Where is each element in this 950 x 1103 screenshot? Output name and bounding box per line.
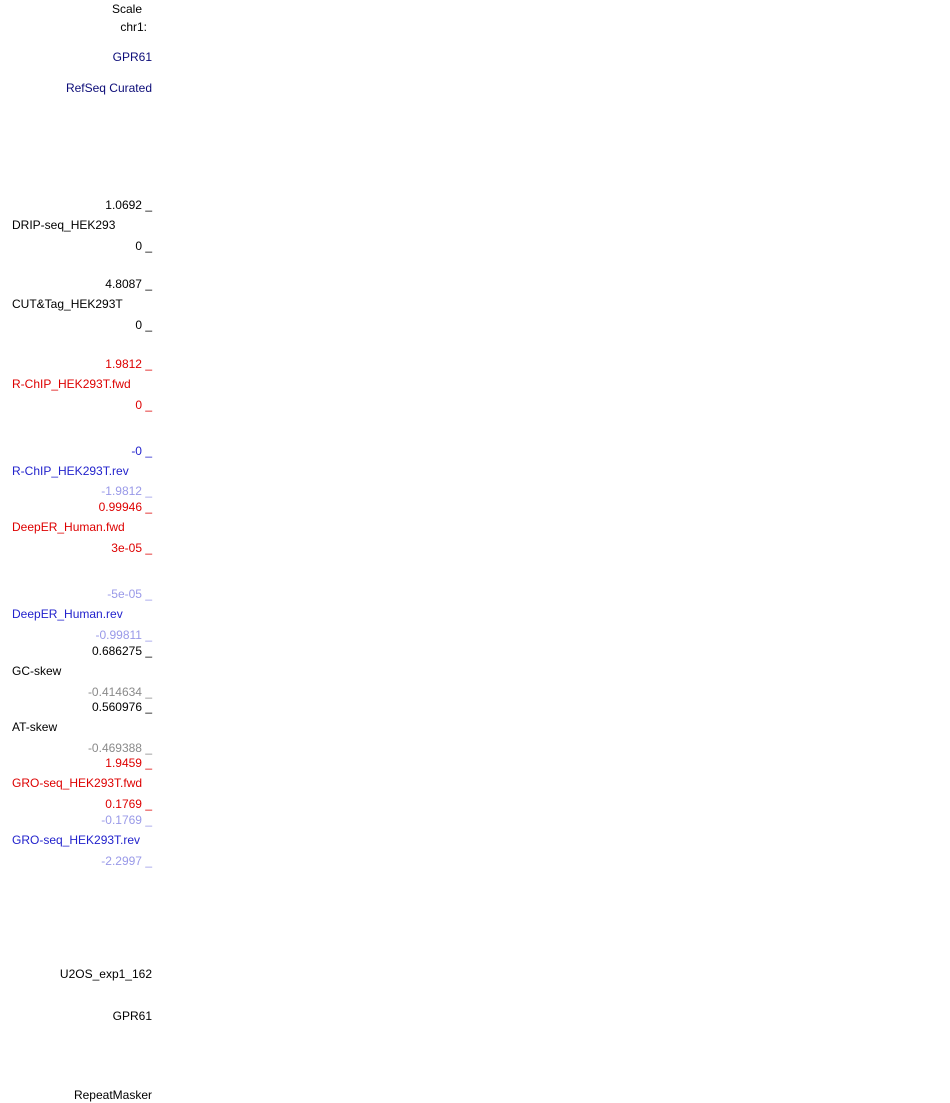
r-chip-hek293t-rev-track-label[interactable]: R-ChIP_HEK293T.rev <box>12 464 129 478</box>
u2os-exp1-track-label[interactable]: U2OS_exp1_162 <box>59 967 152 981</box>
refseq-track-label[interactable]: RefSeq Curated <box>65 81 152 95</box>
drip-seq-hek293-track-label[interactable]: DRIP-seq_HEK293 <box>12 218 116 232</box>
scale-track-label: Scale <box>111 2 142 16</box>
gro-seq-hek293t-fwd-lower-limit: 0.1769 _ <box>105 797 152 811</box>
cut-and-tag-hek293t-track-label[interactable]: CUT&Tag_HEK293T <box>12 297 123 311</box>
gc-skew-upper-limit: 0.686275 _ <box>91 644 152 658</box>
r-chip-hek293t-rev-upper-limit: -0 _ <box>131 444 152 458</box>
cut-and-tag-hek293t-upper-limit: 4.8087 _ <box>105 277 152 291</box>
r-chip-hek293t-fwd-lower-limit: 0 _ <box>135 398 152 412</box>
r-chip-hek293t-fwd-track-label[interactable]: R-ChIP_HEK293T.fwd <box>12 377 131 391</box>
gc-skew-track-label[interactable]: GC-skew <box>12 664 62 678</box>
cut-and-tag-hek293t-lower-limit: 0 _ <box>135 318 152 332</box>
gro-seq-hek293t-rev-track-label[interactable]: GRO-seq_HEK293T.rev <box>12 833 141 847</box>
deeper-human-fwd-upper-limit: 0.99946 _ <box>98 500 152 514</box>
at-skew-track-label[interactable]: AT-skew <box>12 720 58 734</box>
r-chip-hek293t-rev-lower-limit: -1.9812 _ <box>101 484 152 498</box>
deeper-human-rev-track-label[interactable]: DeepER_Human.rev <box>12 607 123 621</box>
at-skew-lower-limit: -0.469388 _ <box>87 741 152 755</box>
deeper-human-fwd-track-label[interactable]: DeepER_Human.fwd <box>12 520 125 534</box>
deeper-human-fwd-lower-limit: 3e-05 _ <box>111 541 152 555</box>
deeper-human-rev-lower-limit: -0.99811 _ <box>95 628 153 642</box>
drip-seq-hek293-lower-limit: 0 _ <box>135 239 152 253</box>
gro-seq-hek293t-fwd-upper-limit: 1.9459 _ <box>105 756 152 770</box>
gro-seq-hek293t-fwd-track-label[interactable]: GRO-seq_HEK293T.fwd <box>12 776 143 790</box>
gro-seq-hek293t-rev-lower-limit: -2.2997 _ <box>101 854 152 868</box>
gpr61-gene-item-label[interactable]: GPR61 <box>112 1009 152 1023</box>
position-track-label: chr1: <box>120 20 147 34</box>
at-skew-upper-limit: 0.560976 _ <box>91 700 152 714</box>
refseq-gene-name[interactable]: GPR61 <box>112 50 152 64</box>
repeatmasker-track-label[interactable]: RepeatMasker <box>73 1088 152 1102</box>
r-chip-hek293t-fwd-upper-limit: 1.9812 _ <box>105 357 152 371</box>
gc-skew-lower-limit: -0.414634 _ <box>87 685 152 699</box>
drip-seq-hek293-upper-limit: 1.0692 _ <box>105 198 152 212</box>
gro-seq-hek293t-rev-upper-limit: -0.1769 _ <box>101 813 152 827</box>
deeper-human-rev-upper-limit: -5e-05 _ <box>107 587 152 601</box>
